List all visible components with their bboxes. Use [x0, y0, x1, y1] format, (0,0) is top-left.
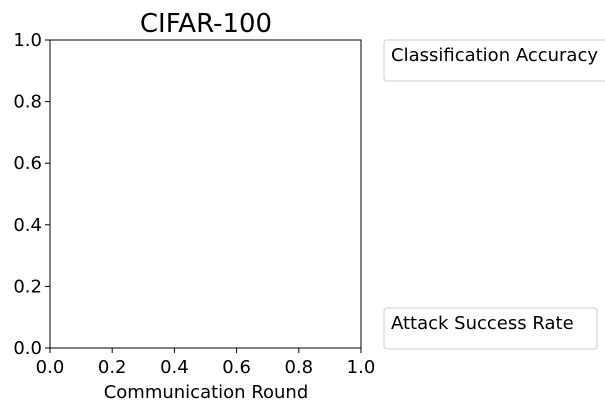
y-tick-label: 0.8	[13, 92, 42, 113]
x-tick-label: 0.4	[160, 357, 189, 378]
legend-bottom: Attack Success Rate	[383, 307, 598, 350]
x-axis-ticks: 0.0 0.2 0.4 0.6 0.8 1.0	[36, 348, 376, 378]
x-tick-label: 0.2	[98, 357, 127, 378]
y-tick-label: 0.0	[13, 338, 42, 359]
y-tick-label: 0.6	[13, 153, 42, 174]
legend-bottom-box	[383, 307, 598, 350]
plot-area	[49, 39, 362, 349]
legend-bottom-label: Attack Success Rate	[391, 313, 574, 334]
y-tick-label: 1.0	[13, 30, 42, 51]
x-tick-label: 0.0	[36, 357, 65, 378]
x-tick-label: 0.8	[284, 357, 313, 378]
chart-title: CIFAR-100	[140, 9, 272, 39]
x-tick-label: 1.0	[347, 357, 376, 378]
legend-top: Classification Accuracy	[383, 39, 605, 82]
y-tick-label: 0.2	[13, 276, 42, 297]
x-axis-label: Communication Round	[104, 382, 309, 403]
y-tick-label: 0.4	[13, 215, 42, 236]
x-tick-label: 0.6	[222, 357, 251, 378]
legend-top-box	[383, 39, 605, 82]
y-axis-ticks: 0.0 0.2 0.4 0.6 0.8 1.0	[13, 30, 50, 359]
legend-top-label: Classification Accuracy	[391, 45, 598, 66]
